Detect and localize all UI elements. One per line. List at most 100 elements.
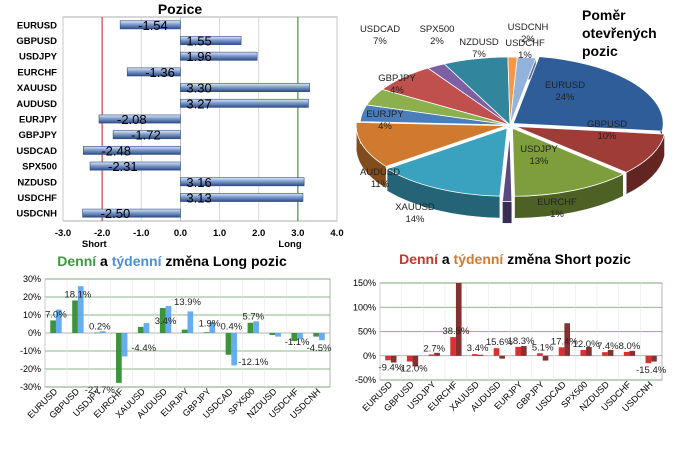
pie-label-pct-gbpusd: 10% [597,131,617,142]
pie-label-name-eurusd: EURUSD [545,80,585,91]
short-y-tick-50: 50% [358,327,376,337]
pie-label-pct-gbpjpy: 4% [390,85,404,96]
short-change-chart-svg: Denní a týdenní změna Short pozic 150% 10… [353,251,667,414]
category-label-audusd: AUDUSD [16,99,57,110]
short-title-part-weekly: týdenní [454,251,505,267]
x-tick-label-2-0: -2.0 [94,228,110,239]
long-bar-denn-usdcnh [313,333,320,337]
value-label-eurjpy: -2.08 [117,112,147,127]
short-bar-t-denn-usdcad [564,323,571,356]
long-bar-t-denn-gbpjpy [209,322,216,333]
long-bar-t-denn-usdjpy [99,331,106,333]
long-bar-denn-spx500 [247,322,254,333]
short-data-label-6: 18.3% [508,336,535,347]
pie-title-line-2: otevřených [582,25,657,41]
pie-title-line-3: pozic [582,43,618,59]
short-bar-t-denn-audusd [499,355,505,359]
long-title-part-weekly: týdenní [112,253,163,269]
short-bar-denn-usdchf [623,351,630,356]
pie-label-pct-usdjpy: 13% [529,156,549,167]
value-label-gbpusd: 1.55 [186,34,211,49]
pie-label-pct-eurusd: 24% [555,92,575,103]
short-change-title: Denní a týdenní změna Short pozic [399,251,631,267]
long-data-label-9: -12.1% [238,357,269,368]
short-title-part-and: a [438,251,454,267]
category-label-usdcnh: USDCNH [16,209,57,220]
bar-eurchf [126,67,181,77]
short-bar-denn-eurchf [450,337,456,356]
short-y-tick-100: 100% [353,302,376,312]
short-bar-denn-usdcad [558,347,565,356]
bar-usdcnh [82,208,181,218]
bar-usdcad [83,146,181,155]
long-title-part-daily: Denní [57,253,97,269]
pie-label-name-xauusd: XAUUSD [395,202,435,213]
long-data-label-10: 5.7% [242,312,264,323]
short-data-label-11: 8.0% [619,341,641,352]
category-label-eurjpy: EURJPY [19,115,58,126]
long-data-label-8: 0.4% [221,321,243,332]
x-tick-label-2-0: 2.0 [252,228,265,239]
long-bar-t-denn-spx500 [253,321,259,333]
long-title-part-and: a [96,253,112,269]
short-data-label-3: 38.5% [442,326,469,337]
value-label-usdcad: -2.48 [101,143,131,158]
long-data-label-0: 7.0% [45,309,67,320]
long-y-tick-10: 10% [23,310,41,320]
long-bar-denn-nzdusd [269,333,276,335]
pie-label-name-usdjpy: USDJPY [520,144,558,155]
pie-label-pct-nzdusd: 7% [472,49,486,60]
pie-label-pct-xauusd: 14% [405,214,425,225]
short-title-part-daily: Denní [399,251,439,267]
long-data-label-7: 1.9% [199,319,221,330]
bar-gbpjpy [112,130,181,140]
value-label-audusd: 3.27 [186,96,211,111]
short-bar-t-denn-spx500 [586,347,592,356]
pie-label-name-usdcnh: USDCNH [508,22,549,33]
long-data-label-5: 3.4% [155,316,177,327]
short-y-tick-50: -50% [355,375,376,385]
bar-xauusd [180,83,310,92]
long-data-label-12: -4.5% [307,343,332,354]
long-y-tick-30: 30% [23,274,41,284]
pie-label-name-usdcad: USDCAD [360,24,400,35]
long-bar-t-denn-usdcnh [319,333,325,341]
long-bar-t-denn-gbpusd [77,286,84,333]
pie-label-name-nzdusd: NZDUSD [459,37,499,48]
long-bar-denn-usdchf [291,333,298,342]
long-change-chart: Denní a týdenní změna Long pozic 30% 20% 1… [0,250,340,453]
value-label-eurchf: -1.36 [145,65,175,80]
short-data-label-0: -9.4% [378,362,403,373]
long-change-title: Denní a týdenní změna Long pozic [57,253,287,269]
pie-label-name-gbpjpy: GBPJPY [378,73,416,84]
long-y-tick-10: -10% [20,346,41,356]
pie-tops [355,56,666,202]
pie-label-pct-usdcnh: 2% [521,34,535,45]
short-bar-denn-gbpusd [406,355,413,362]
category-label-eurchf: EURCHF [17,67,57,78]
short-data-label-4: 3.4% [467,343,489,354]
long-bar-t-denn-audusd [165,306,172,333]
short-bar-t-denn-eurjpy [521,346,527,356]
short-y-tick-150: 150% [353,278,376,288]
pie-label-pct-eurchf: 1% [550,209,564,220]
positions-chart: Pozice -3.0 -2.0 -1.0 0.0 1.0 2.0 3.0 4.0 Short L… [0,0,345,250]
category-label-usdchf: USDCHF [17,193,57,204]
pie-slice-audusd [355,121,507,167]
long-bar-denn-gbpusd [72,300,78,333]
long-y-tick-20: -20% [20,364,41,374]
short-bar-denn-gbpjpy [537,353,543,356]
short-bar-t-denn-usdcnh [651,355,657,362]
short-bar-denn-usdcnh [645,355,652,364]
pie-label-name-usdchf: USDCHF [505,38,545,49]
short-bar-t-denn-usdchf [629,350,636,356]
long-bar-t-denn-usdchf [297,333,303,340]
short-bar-denn-spx500 [580,349,587,356]
long-y-tick-0: 0% [28,328,41,338]
short-bar-t-denn-gbpusd [412,355,419,367]
long-data-label-6: 13.9% [174,297,201,308]
long-bar-denn-xauusd [137,326,144,333]
short-bar-denn-eurusd [385,355,391,361]
short-change-chart: Denní a týdenní změna Short pozic 150% 10… [340,250,680,453]
